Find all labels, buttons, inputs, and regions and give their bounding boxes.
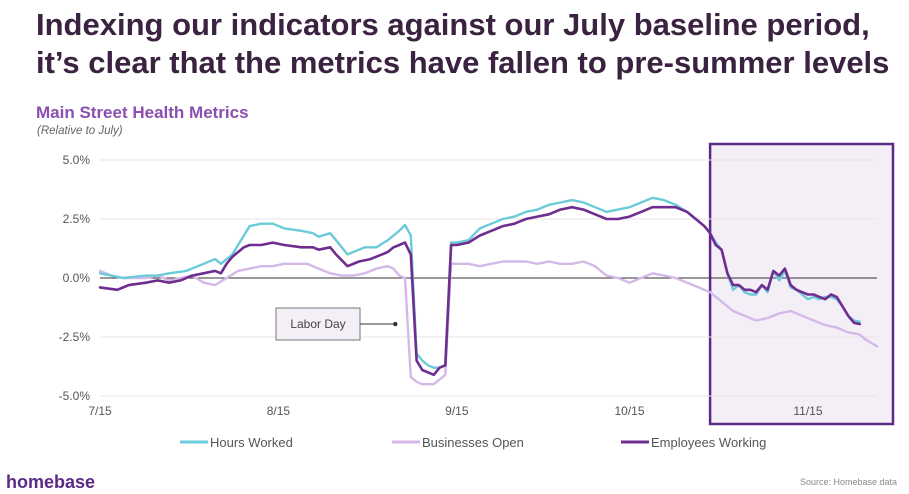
y-tick-label: 5.0% <box>63 153 91 167</box>
source-note: Source: Homebase data <box>799 477 897 487</box>
legend-label: Employees Working <box>651 435 766 450</box>
series-line-employees-working <box>98 205 861 377</box>
annotation-label: Labor Day <box>290 317 345 331</box>
headline: Indexing our indicators against our July… <box>36 7 890 80</box>
y-tick-label: 2.5% <box>63 212 91 226</box>
chart-area: 5.0% 2.5% 0.0% -2.5% -5.0%7/15 8/15 9/15 10/15 1… <box>59 142 895 450</box>
y-tick-label: -2.5% <box>59 330 91 344</box>
highlight-region <box>708 142 895 426</box>
series-line-businesses-open <box>98 260 879 386</box>
annotation-dot <box>393 321 398 327</box>
legend-label: Businesses Open <box>422 435 524 450</box>
chart-title: Main Street Health Metrics <box>36 103 249 122</box>
x-tick-label: 8/15 <box>267 404 291 418</box>
series-line-hours-worked <box>98 196 861 369</box>
chart-subtitle: (Relative to July) <box>37 125 123 137</box>
y-tick-label: -5.0% <box>59 389 91 403</box>
y-tick-label: 0.0% <box>63 271 91 285</box>
legend-label: Hours Worked <box>210 435 293 450</box>
x-tick-label: 7/15 <box>88 404 112 418</box>
x-tick-label: 9/15 <box>445 404 469 418</box>
annotation-box <box>275 307 361 341</box>
x-tick-label: 11/15 <box>793 404 822 418</box>
x-tick-label: 10/15 <box>614 404 644 418</box>
brand-logo: homebase <box>6 472 96 492</box>
